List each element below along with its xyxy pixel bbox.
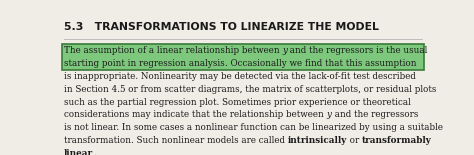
Text: and the regressors: and the regressors [331, 111, 418, 120]
Text: is not linear. In some cases a nonlinear function can be linearized by using a s: is not linear. In some cases a nonlinear… [64, 123, 443, 132]
Text: y: y [283, 46, 287, 55]
Text: transformation. Such nonlinear models are called: transformation. Such nonlinear models ar… [64, 136, 288, 145]
Text: is inappropriate. Nonlinearity may be detected via the lack-of-fit test describe: is inappropriate. Nonlinearity may be de… [64, 72, 416, 81]
Text: transformably: transformably [362, 136, 432, 145]
Text: y: y [327, 111, 331, 120]
Text: or: or [347, 136, 362, 145]
Text: considerations may indicate that the relationship between: considerations may indicate that the rel… [64, 111, 327, 120]
Text: The assumption of a linear relationship between: The assumption of a linear relationship … [64, 46, 283, 55]
FancyBboxPatch shape [62, 44, 424, 70]
Text: . Occasionally we find that this assumption: . Occasionally we find that this assumpt… [225, 59, 416, 68]
Text: such as the partial regression plot. Sometimes prior experience or theoretical: such as the partial regression plot. Som… [64, 98, 411, 107]
Text: and the regressors is the usual: and the regressors is the usual [287, 46, 428, 55]
Text: in Section 4.5 or from scatter diagrams, the matrix of scatterplots, or residual: in Section 4.5 or from scatter diagrams,… [64, 85, 437, 94]
Text: .: . [93, 149, 96, 155]
Text: starting point in regression analysis: starting point in regression analysis [64, 59, 225, 68]
Text: intrinsically: intrinsically [288, 136, 347, 145]
Text: 5.3   TRANSFORMATIONS TO LINEARIZE THE MODEL: 5.3 TRANSFORMATIONS TO LINEARIZE THE MOD… [64, 22, 379, 32]
Text: linear: linear [64, 149, 93, 155]
